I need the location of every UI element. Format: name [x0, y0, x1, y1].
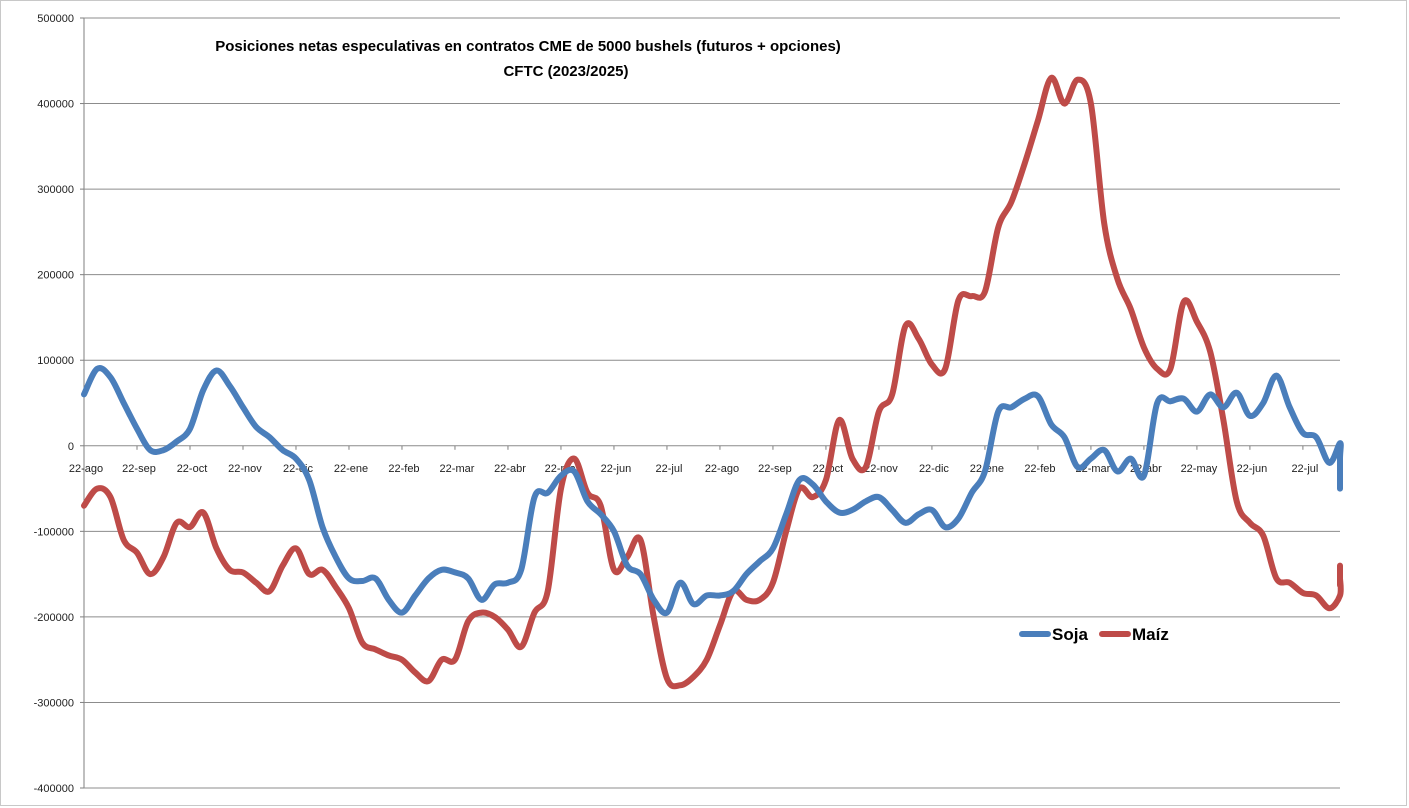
x-tick-label: 22-jun — [601, 463, 632, 475]
x-tick-label: 22-jun — [1237, 463, 1268, 475]
y-tick-label: 200000 — [37, 270, 74, 282]
x-tick-label: 22-ago — [705, 463, 739, 475]
y-tick-label: -200000 — [34, 612, 74, 624]
x-tick-label: 22-may — [1181, 463, 1218, 475]
x-tick-label: 22-sep — [758, 463, 792, 475]
chart-title: Posiciones netas especulativas en contra… — [215, 38, 841, 55]
y-tick-label: 0 — [68, 441, 74, 453]
x-tick-label: 22-oct — [177, 463, 208, 475]
legend: Soja Maíz — [1019, 625, 1169, 644]
x-tick-label: 22-dic — [919, 463, 949, 475]
x-tick-label: 22-ene — [334, 463, 368, 475]
x-tick-label: 22-jul — [1291, 463, 1318, 475]
y-axis-ticks: 500000 400000 300000 200000 100000 0 -100000 -2… — [34, 13, 74, 795]
gridlines — [80, 17, 1340, 789]
x-tick-label: 22-nov — [228, 463, 262, 475]
y-tick-label: -300000 — [34, 697, 74, 709]
x-tick-label: 22-nov — [864, 463, 898, 475]
series-lines — [81, 74, 1344, 690]
x-tick-label: 22-ago — [69, 463, 103, 475]
x-tick-label: 22-sep — [122, 463, 156, 475]
y-tick-label: -100000 — [34, 526, 74, 538]
y-tick-label: 400000 — [37, 99, 74, 111]
y-tick-label: 300000 — [37, 184, 74, 196]
x-tick-label: 22-mar — [440, 463, 475, 475]
x-tick-label: 22-abr — [494, 463, 526, 475]
legend-label-soja: Soja — [1052, 625, 1088, 644]
y-tick-label: 100000 — [37, 355, 74, 367]
x-tick-label: 22-feb — [388, 463, 419, 475]
x-axis-ticks: 22-ago 22-sep 22-oct 22-nov 22-dic 22-ene 22-f… — [69, 463, 1318, 475]
y-tick-label: -400000 — [34, 783, 74, 795]
series-line-soja — [81, 365, 1344, 617]
series-line-maiz — [81, 74, 1344, 690]
x-tick-label: 22-jul — [656, 463, 683, 475]
x-tick-label: 22-feb — [1024, 463, 1055, 475]
legend-label-maiz: Maíz — [1132, 625, 1169, 644]
chart-subtitle: CFTC (2023/2025) — [503, 63, 628, 80]
y-tick-label: 500000 — [37, 13, 74, 25]
